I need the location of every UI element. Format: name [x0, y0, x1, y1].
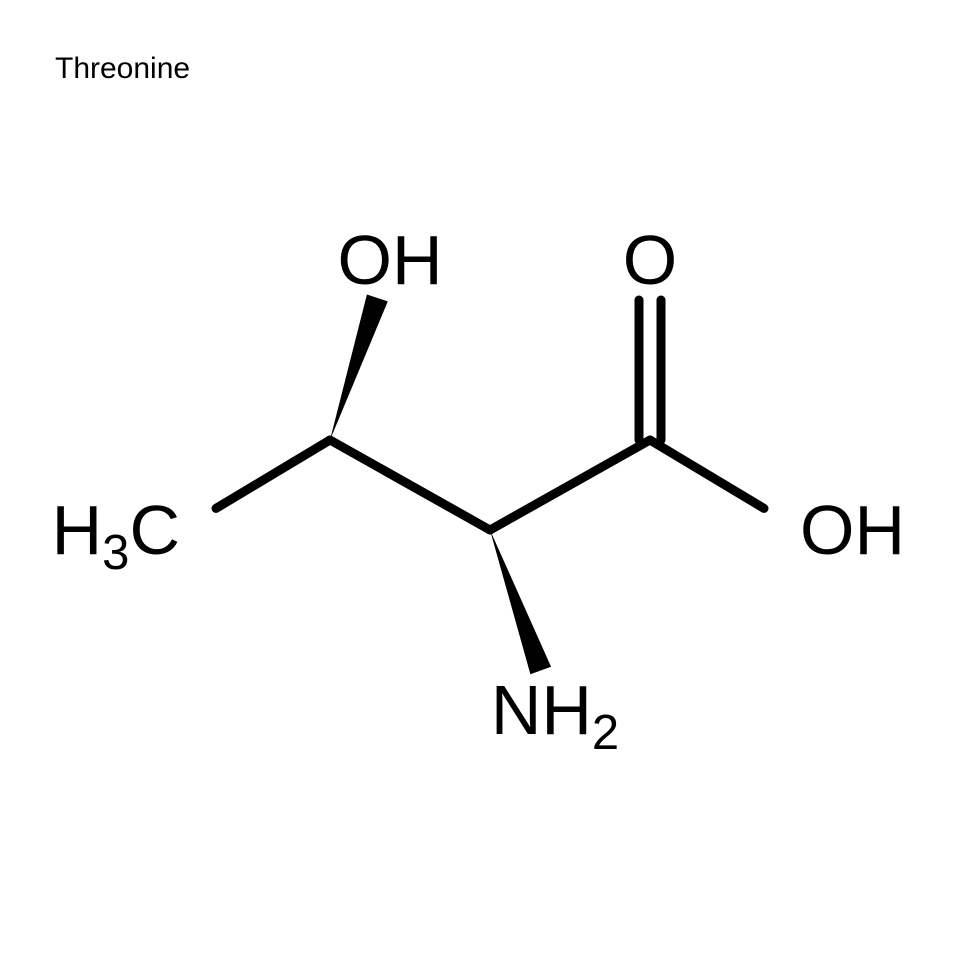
diagram-canvas: Threonine H3COHNH2OOH: [0, 0, 980, 980]
atom-label-oh_right: OH: [800, 490, 905, 570]
atom-label-nh2: NH2: [491, 670, 619, 750]
atom-label-oh_top: OH: [338, 220, 443, 300]
atom-label-o_dbl: O: [623, 220, 677, 300]
atom-label-ch3: H3C: [52, 490, 180, 570]
